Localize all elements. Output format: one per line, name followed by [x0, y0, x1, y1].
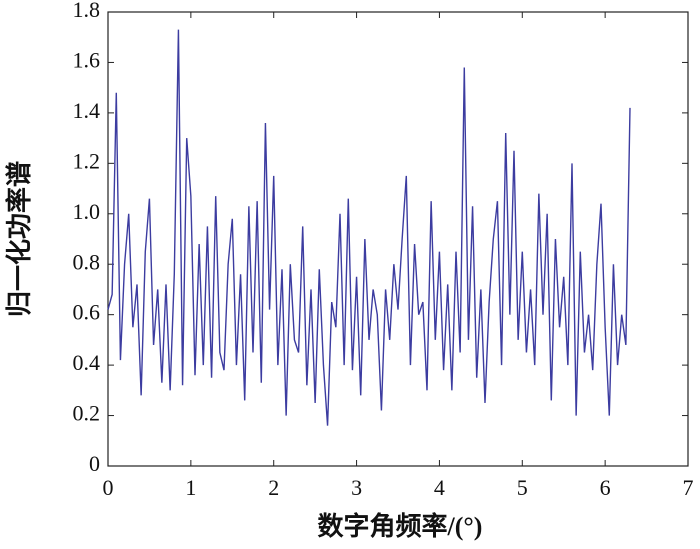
- x-tick-label: 0: [103, 475, 114, 500]
- y-tick-label: 1.4: [73, 98, 101, 123]
- y-tick-label: 1.2: [73, 148, 101, 173]
- x-tick-label: 7: [683, 475, 694, 500]
- x-tick-label: 2: [268, 475, 279, 500]
- y-tick-label: 1.6: [73, 47, 101, 72]
- x-tick-label: 4: [434, 475, 445, 500]
- y-tick-label: 0.8: [73, 249, 101, 274]
- x-tick-label: 3: [351, 475, 362, 500]
- y-tick-label: 0.2: [73, 401, 101, 426]
- y-tick-label: 0.6: [73, 300, 101, 325]
- y-tick-label: 1.0: [73, 199, 101, 224]
- x-tick-label: 5: [517, 475, 528, 500]
- y-tick-label: 0: [89, 451, 100, 476]
- plot-frame: [107, 11, 689, 467]
- data-line: [107, 29, 631, 426]
- x-axis-label: 数字角频率/(°): [318, 511, 483, 541]
- y-tick-label: 1.8: [73, 0, 101, 22]
- x-tick-label: 6: [600, 475, 611, 500]
- x-tick-label: 1: [185, 475, 196, 500]
- y-tick-label: 0.4: [73, 350, 101, 375]
- y-axis-label: 归一化功率谱: [4, 161, 34, 317]
